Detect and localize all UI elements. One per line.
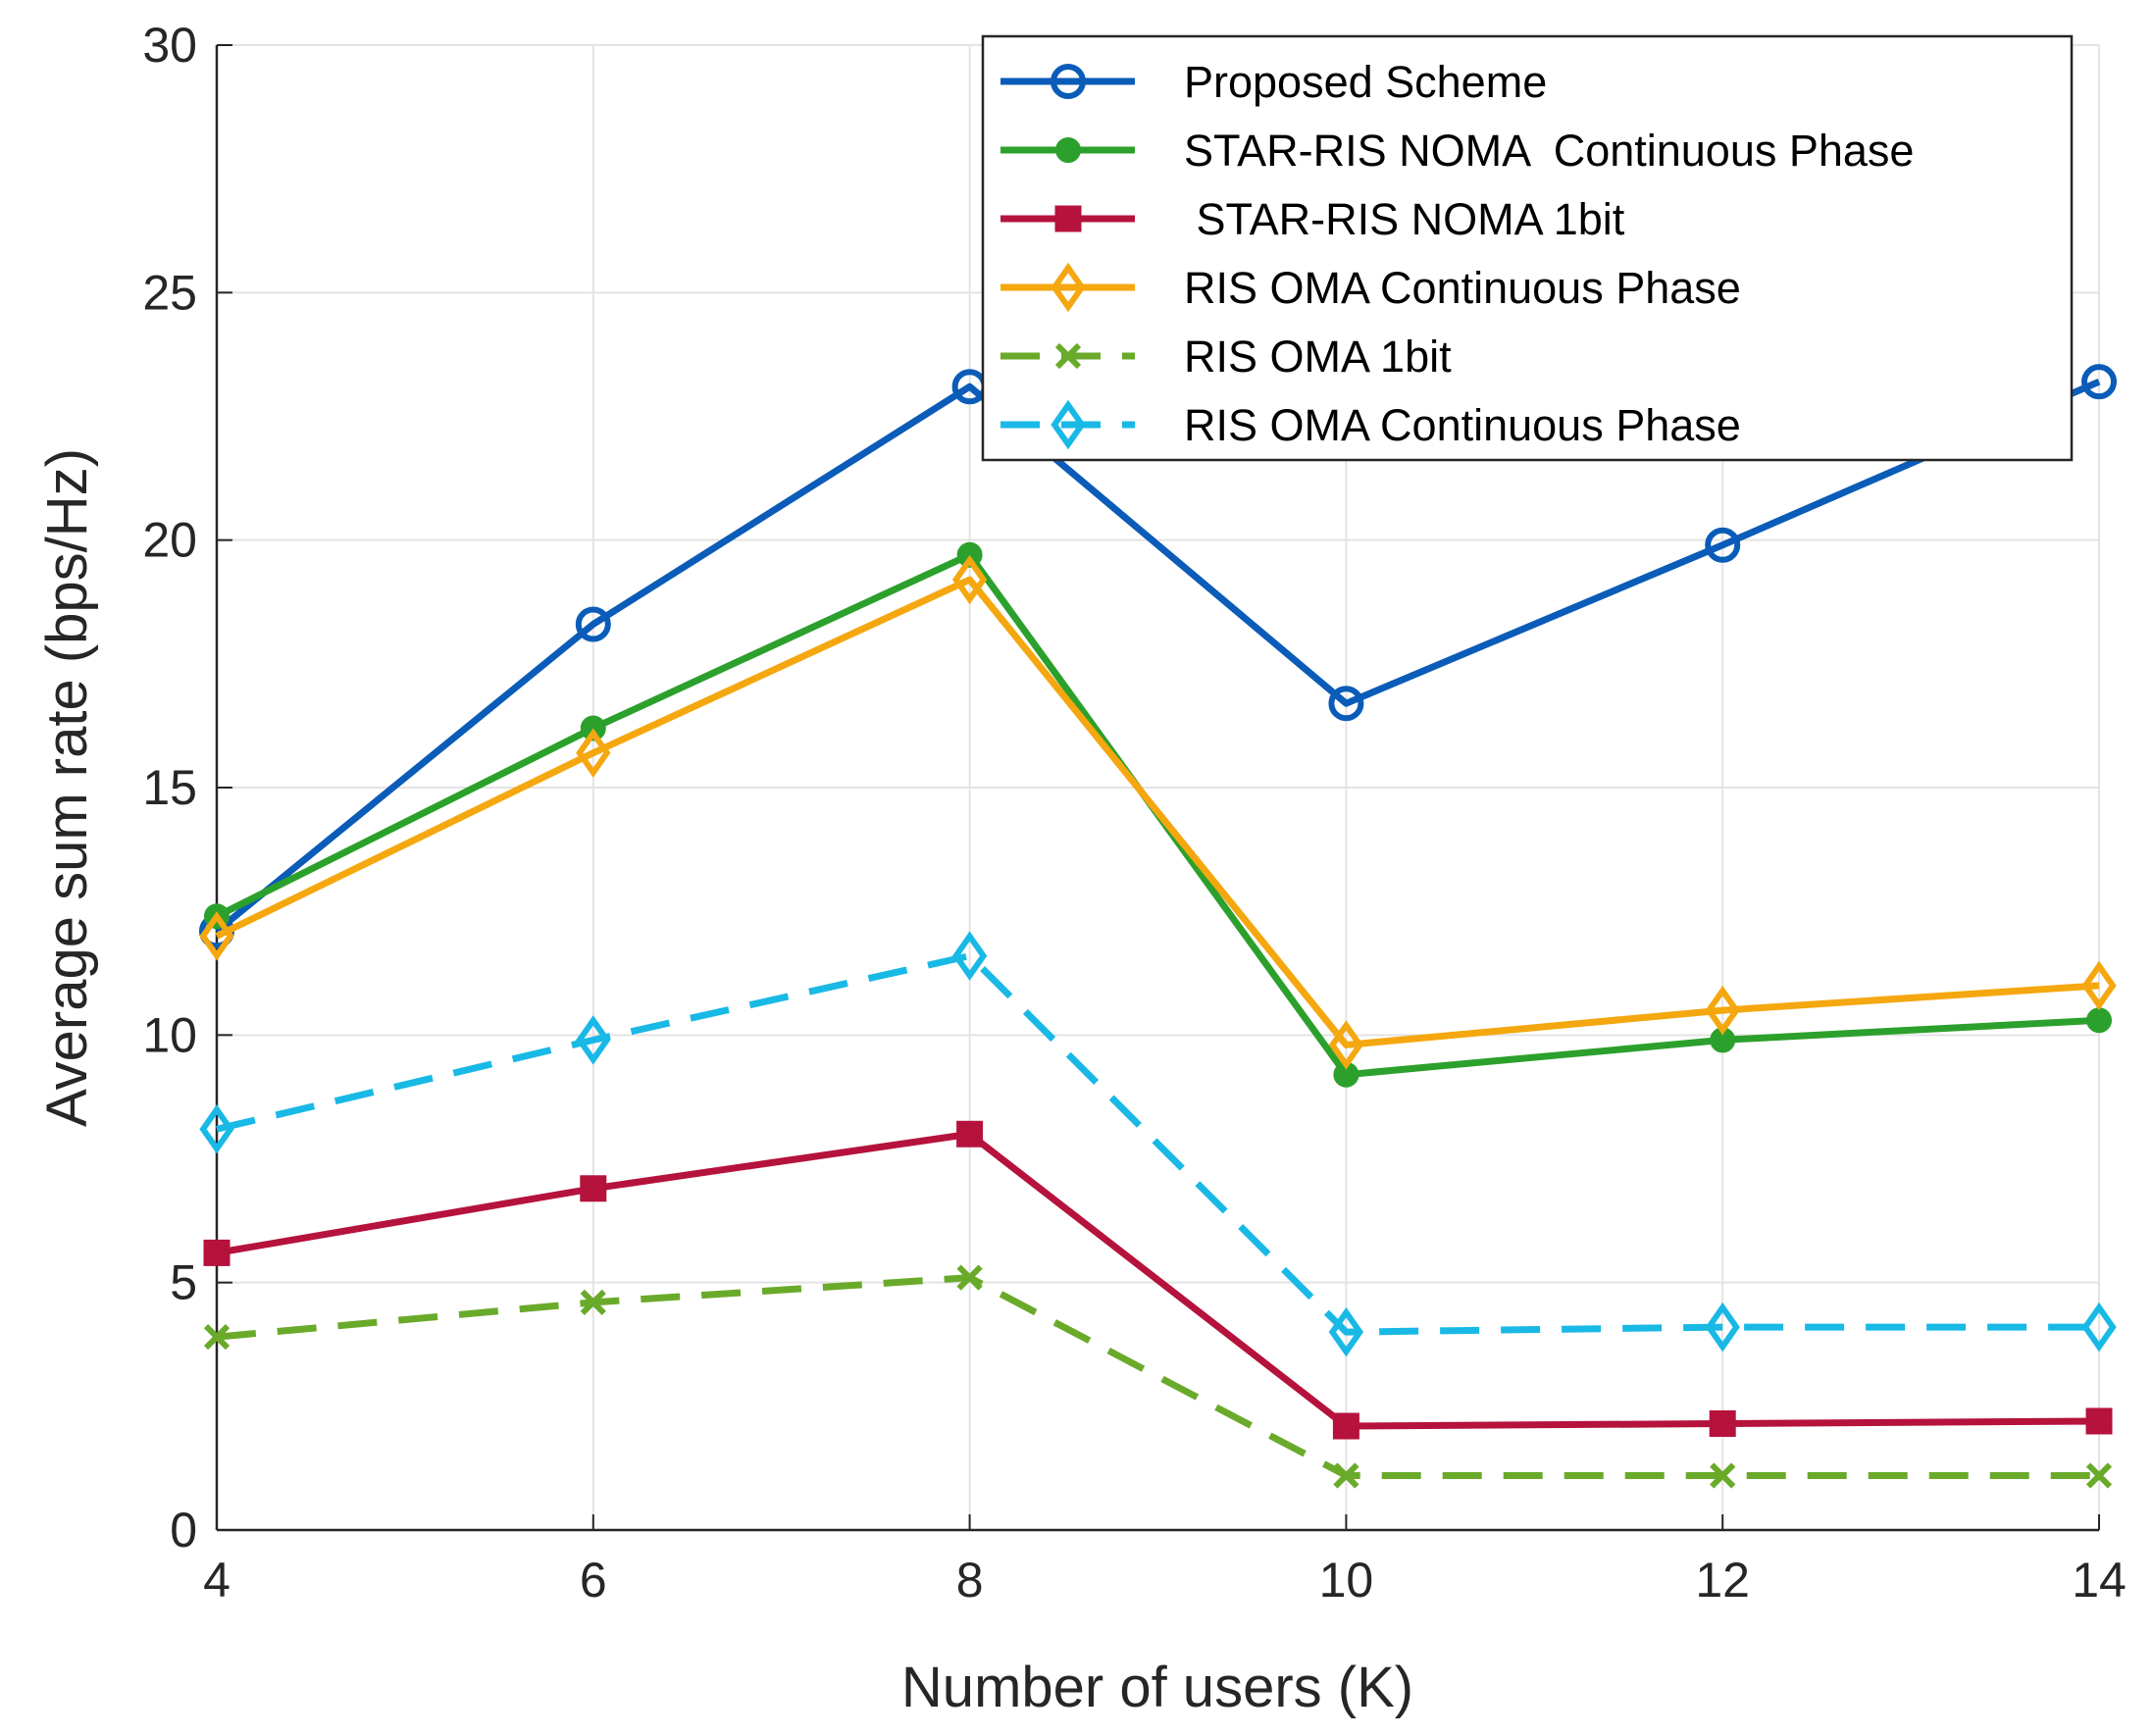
series-line [216, 1274, 2099, 1479]
series-4 [203, 1264, 2113, 1489]
legend: Proposed Scheme STAR-RIS NOMA Continuous … [981, 34, 2074, 462]
marker-x [1333, 1462, 1359, 1489]
marker-diamond [1328, 1020, 1364, 1070]
marker-dot [1055, 137, 1081, 163]
marker-diamond [1328, 1306, 1364, 1357]
series-line [216, 952, 2099, 1336]
marker-x [1710, 1462, 1736, 1489]
marker-x [580, 1289, 606, 1315]
marker-x [203, 1324, 231, 1351]
marker-diamond [1705, 1302, 1740, 1353]
y-tick-label: 20 [142, 513, 197, 568]
y-tick-label: 30 [142, 18, 197, 73]
marker-circle [1705, 527, 1741, 563]
legend-label: RIS OMA Continuous Phase [1184, 400, 1741, 450]
marker-dot [956, 541, 983, 568]
marker-x [956, 1264, 983, 1291]
x-tick-label: 12 [1695, 1553, 1750, 1608]
marker-diamond [951, 554, 988, 605]
marker-circle [575, 606, 611, 642]
marker-x [1054, 342, 1082, 370]
marker-diamond [951, 931, 988, 981]
marker-diamond [576, 1015, 611, 1065]
marker-square [580, 1175, 607, 1202]
x-tick-label: 10 [1319, 1553, 1374, 1608]
marker-diamond [199, 1103, 234, 1154]
legend-box [981, 34, 2074, 462]
y-tick-label: 10 [142, 1007, 197, 1062]
legend-label: STAR-RIS NOMA Continuous Phase [1184, 126, 1914, 176]
marker-diamond [199, 911, 234, 961]
series-layer [199, 364, 2117, 1489]
marker-square [1332, 1412, 1359, 1440]
legend-label: STAR-RIS NOMA 1bit [1184, 194, 1625, 244]
series-5 [199, 931, 2117, 1357]
marker-diamond [576, 728, 611, 778]
marker-diamond [1051, 399, 1086, 450]
marker-circle [1328, 686, 1364, 722]
x-tick-label: 8 [956, 1553, 984, 1608]
marker-dot [580, 715, 606, 741]
y-tick-label: 25 [142, 265, 197, 320]
marker-x [2085, 1462, 2113, 1489]
marker-dot [2086, 1007, 2112, 1034]
y-tick-label: 0 [170, 1503, 197, 1557]
x-axis-label: Number of users (K) [901, 1656, 1413, 1719]
marker-circle [2081, 364, 2117, 400]
tick-labels: 4 6 8 10 12 14 0 5 10 15 20 25 30 [142, 18, 2126, 1608]
y-tick-label: 5 [170, 1255, 197, 1310]
marker-diamond [2081, 960, 2117, 1011]
series-line [216, 1130, 2100, 1430]
legend-label: RIS OMA Continuous Phase [1184, 263, 1741, 313]
marker-square [1709, 1409, 1736, 1437]
x-tick-label: 6 [580, 1553, 607, 1608]
marker-square [203, 1239, 231, 1266]
marker-diamond [1705, 985, 1740, 1036]
series-3 [199, 554, 2117, 1070]
marker-diamond [1051, 262, 1086, 313]
marker-square [956, 1120, 984, 1148]
marker-circle [1051, 64, 1086, 99]
legend-label: Proposed Scheme [1184, 57, 1547, 107]
marker-diamond [2081, 1302, 2117, 1353]
series-line [215, 576, 2100, 1048]
x-tick-label: 4 [203, 1553, 231, 1608]
series-2 [203, 1120, 2113, 1440]
y-axis-label: Average sum rate (bps/Hz) [35, 448, 99, 1127]
series-line [214, 378, 2101, 935]
y-tick-label: 15 [142, 760, 197, 815]
marker-square [2085, 1407, 2113, 1435]
legend-label: RIS OMA 1bit [1184, 332, 1452, 382]
marker-square [1054, 205, 1082, 232]
x-tick-label: 14 [2072, 1553, 2127, 1608]
axes [215, 44, 2100, 1532]
